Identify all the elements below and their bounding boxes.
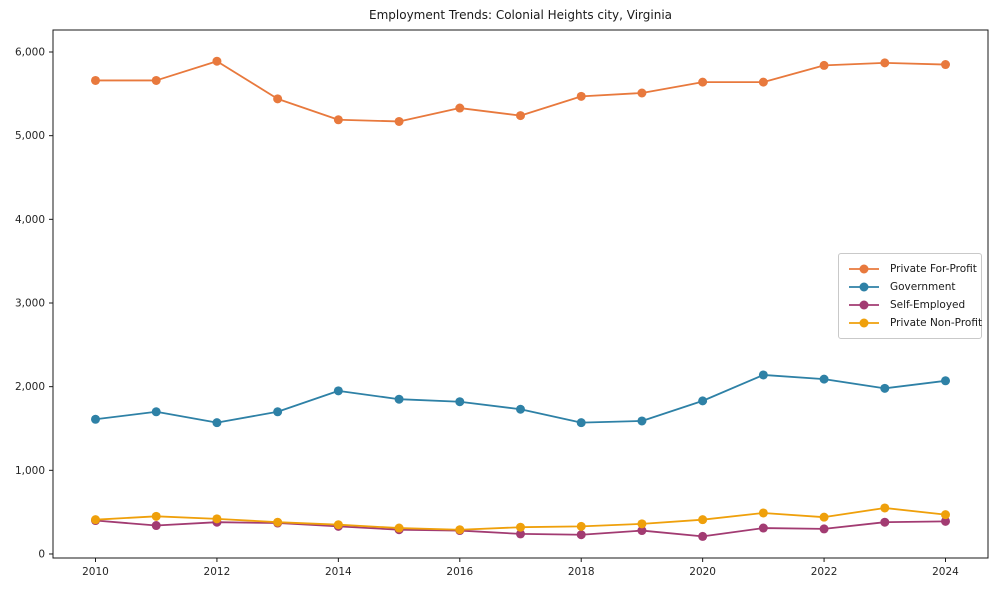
data-point-government-2023	[880, 383, 890, 393]
data-point-self-employed-2024	[941, 516, 950, 526]
legend-label-private-for-profit: Private For-Profit	[890, 262, 977, 275]
data-point-private-for-profit-2012	[212, 56, 222, 66]
x-tick-label: 2020	[689, 566, 716, 578]
data-point-self-employed-2023	[880, 517, 890, 527]
data-point-private-non-profit-2014	[333, 520, 343, 530]
data-point-private-for-profit-2023	[880, 58, 890, 68]
data-point-private-for-profit-2014	[333, 115, 343, 125]
data-point-government-2021	[758, 370, 768, 380]
x-tick-label: 2014	[325, 566, 352, 578]
data-point-private-non-profit-2024	[941, 510, 950, 520]
y-tick-label: 3,000	[15, 297, 45, 309]
data-point-self-employed-2021	[758, 523, 768, 533]
data-point-government-2011	[151, 407, 161, 417]
data-point-government-2022	[819, 374, 829, 384]
legend-marker-government	[849, 282, 879, 292]
data-point-private-for-profit-2020	[698, 77, 708, 87]
legend-dot	[859, 300, 869, 310]
data-point-government-2010	[91, 414, 100, 424]
data-point-private-for-profit-2010	[91, 75, 100, 85]
legend-dot	[859, 264, 869, 273]
data-point-government-2024	[941, 376, 950, 386]
data-point-private-for-profit-2022	[819, 60, 829, 70]
data-point-private-non-profit-2018	[576, 521, 586, 531]
data-point-government-2015	[394, 394, 404, 404]
data-point-private-for-profit-2013	[273, 94, 283, 104]
data-point-self-employed-2011	[151, 521, 161, 531]
y-tick-label: 1,000	[15, 465, 45, 477]
data-point-private-for-profit-2015	[394, 116, 404, 126]
data-point-government-2017	[516, 404, 525, 414]
x-tick-label: 2016	[446, 566, 473, 578]
data-point-government-2012	[212, 418, 222, 428]
data-point-private-non-profit-2016	[455, 525, 465, 535]
data-point-private-for-profit-2018	[576, 91, 586, 101]
legend-dot	[859, 318, 869, 328]
data-point-government-2018	[576, 418, 586, 428]
data-point-self-employed-2019	[637, 526, 647, 536]
legend-marker-self-employed	[849, 300, 879, 310]
legend-item-government: Government	[848, 278, 973, 295]
x-tick-label: 2012	[204, 566, 231, 578]
data-point-government-2016	[455, 397, 465, 407]
data-point-self-employed-2017	[516, 529, 525, 539]
legend-label-private-non-profit: Private Non-Profit	[890, 317, 983, 330]
data-point-self-employed-2022	[819, 524, 829, 534]
x-tick-label: 2018	[568, 566, 595, 578]
data-point-government-2020	[698, 396, 708, 406]
series-line-government	[94, 374, 947, 424]
legend: Private For-Profit Government Self-Employe…	[838, 253, 982, 339]
data-point-private-non-profit-2010	[91, 515, 100, 525]
data-point-private-for-profit-2024	[941, 60, 950, 70]
data-point-self-employed-2018	[576, 530, 586, 540]
plot-box	[52, 29, 989, 559]
data-point-private-non-profit-2017	[516, 522, 525, 532]
data-point-self-employed-2020	[698, 531, 708, 541]
data-point-private-for-profit-2011	[151, 75, 161, 85]
data-point-private-non-profit-2021	[758, 508, 768, 518]
legend-label-government: Government	[890, 280, 956, 293]
legend-item-self-employed: Self-Employed	[848, 297, 973, 314]
legend-marker-private-non-profit	[849, 318, 879, 328]
data-point-private-for-profit-2021	[758, 77, 768, 87]
data-point-private-for-profit-2016	[455, 103, 465, 113]
x-tick-label: 2010	[82, 566, 109, 578]
data-point-private-non-profit-2012	[212, 514, 222, 524]
data-point-private-non-profit-2013	[273, 517, 283, 527]
data-point-private-non-profit-2022	[819, 512, 829, 522]
data-point-government-2014	[333, 386, 343, 396]
data-point-government-2019	[637, 416, 647, 426]
data-point-private-non-profit-2019	[637, 519, 647, 529]
data-point-government-2013	[273, 407, 283, 417]
x-tick-label: 2022	[811, 566, 838, 578]
data-point-private-non-profit-2020	[698, 515, 708, 525]
legend-item-private-for-profit: Private For-Profit	[848, 260, 977, 277]
data-point-private-for-profit-2017	[516, 111, 525, 121]
y-tick-label: 0	[38, 548, 45, 560]
x-tick-label: 2024	[932, 566, 959, 578]
data-point-private-non-profit-2011	[151, 511, 161, 521]
data-point-private-non-profit-2023	[880, 503, 890, 513]
y-tick-label: 5,000	[15, 130, 45, 142]
legend-label-self-employed: Self-Employed	[890, 299, 966, 312]
chart-title: Employment Trends: Colonial Heights city…	[369, 8, 672, 22]
y-tick-label: 4,000	[15, 214, 45, 226]
y-tick-label: 6,000	[15, 47, 45, 59]
legend-dot	[859, 282, 869, 292]
y-tick-label: 2,000	[15, 381, 45, 393]
legend-marker-private-for-profit	[849, 264, 879, 273]
data-point-private-non-profit-2015	[394, 523, 404, 533]
legend-item-private-non-profit: Private Non-Profit	[848, 315, 982, 332]
data-point-private-for-profit-2019	[637, 88, 647, 98]
